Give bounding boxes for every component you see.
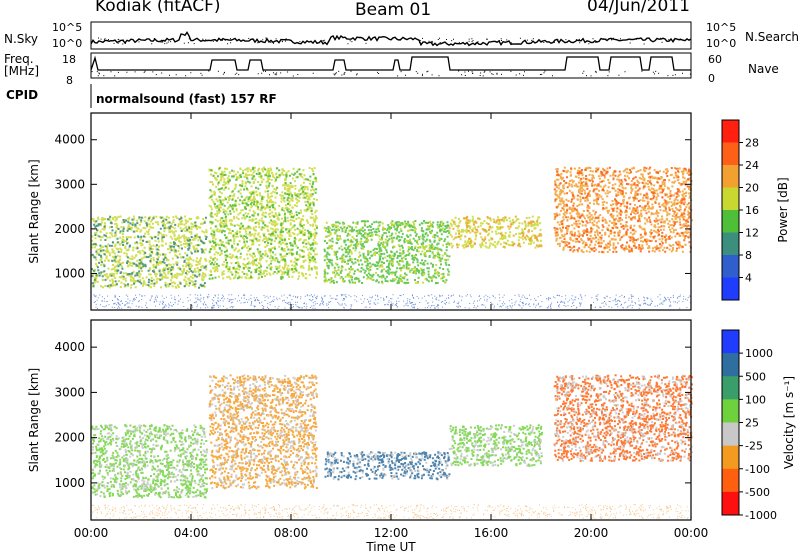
velocity-colorbar-seg-1 bbox=[722, 353, 739, 377]
velocity-ground-band bbox=[91, 504, 692, 519]
station-title: Kodiak (fitACF) bbox=[95, 0, 221, 16]
velocity-ytick-label-1: 2000 bbox=[54, 431, 85, 445]
power-colorbar-seg-5 bbox=[722, 232, 739, 256]
noise-left-tick-bottom: 10^0 bbox=[52, 37, 83, 50]
power-region-1 bbox=[208, 166, 318, 280]
velocity-ytick-label-3: 4000 bbox=[54, 340, 85, 354]
nave-label: Nave bbox=[748, 62, 779, 76]
power-colorbar-label-1: 8 bbox=[745, 249, 752, 262]
xtick-label-1: 04:00 bbox=[174, 526, 209, 540]
xtick-label-2: 08:00 bbox=[274, 526, 309, 540]
velocity-ytick-label-2: 3000 bbox=[54, 385, 85, 399]
freq-right-tick-bottom: 0 bbox=[708, 72, 715, 85]
velocity-colorbar-seg-2 bbox=[722, 376, 739, 400]
noise-right-tick-bottom: 10^0 bbox=[706, 37, 737, 50]
freq-step-line bbox=[90, 55, 691, 71]
freq-unit-label: [MHz] bbox=[4, 64, 40, 78]
nsky-label: N.Sky bbox=[4, 32, 39, 46]
xtick-label-4: 16:00 bbox=[474, 526, 509, 540]
velocity-colorbar-label-4: -25 bbox=[745, 440, 763, 453]
noise-sky-line bbox=[90, 31, 692, 47]
freq-left-tick-bottom: 8 bbox=[66, 74, 73, 87]
freq-right-tick-top: 60 bbox=[708, 53, 722, 66]
xaxis-label: Time UT bbox=[365, 540, 416, 554]
power-colorbar-seg-7 bbox=[722, 277, 739, 301]
power-region-accent-3 bbox=[448, 215, 543, 249]
velocity-region-4 bbox=[553, 374, 693, 462]
xtick-label-0: 00:00 bbox=[74, 526, 109, 540]
xtick-label-5: 20:00 bbox=[574, 526, 609, 540]
freq-label: Freq. bbox=[4, 52, 34, 66]
velocity-region-1 bbox=[208, 374, 318, 490]
velocity-colorbar-title: Velocity [m s⁻¹] bbox=[782, 376, 796, 469]
velocity-colorbar-seg-7 bbox=[722, 491, 739, 516]
velocity-colorbar-seg-6 bbox=[722, 468, 739, 493]
velocity-colorbar-seg-5 bbox=[722, 445, 739, 470]
noise-left-tick-top: 10^5 bbox=[52, 21, 83, 34]
velocity-colorbar-seg-3 bbox=[722, 399, 739, 423]
velocity-region-accent-1 bbox=[208, 374, 318, 490]
nave-points bbox=[91, 70, 691, 77]
power-region-0 bbox=[91, 215, 208, 289]
velocity-colorbar-label-6: -500 bbox=[745, 486, 770, 499]
power-ytick-label-1: 2000 bbox=[54, 222, 85, 236]
power-colorbar-label-2: 12 bbox=[745, 227, 759, 240]
power-region-accent-0 bbox=[91, 215, 208, 289]
date-title: 04/Jun/2011 bbox=[587, 0, 690, 16]
power-ylabel: Slant Range [km] bbox=[27, 159, 41, 263]
cpid-text: normalsound (fast) 157 RF bbox=[96, 92, 277, 106]
freq-left-tick-top: 18 bbox=[62, 53, 76, 66]
noise-panel-frame bbox=[90, 21, 692, 50]
velocity-colorbar-seg-4 bbox=[722, 422, 739, 447]
noise-right-tick-top: 10^5 bbox=[706, 21, 737, 34]
power-colorbar-label-6: 28 bbox=[745, 137, 759, 150]
velocity-frame bbox=[90, 319, 692, 521]
power-colorbar-seg-4 bbox=[722, 210, 739, 233]
power-ytick-label-2: 3000 bbox=[54, 177, 85, 191]
velocity-region-0 bbox=[91, 424, 208, 499]
power-colorbar-label-5: 24 bbox=[745, 159, 759, 172]
xtick-label-6: 00:00 bbox=[674, 526, 709, 540]
power-colorbar-title: Power [dB] bbox=[776, 177, 790, 242]
beam-title: Beam 01 bbox=[355, 0, 432, 20]
power-ytick-label-3: 4000 bbox=[54, 133, 85, 147]
power-colorbar-label-0: 4 bbox=[745, 272, 752, 285]
power-region-accent-4 bbox=[553, 166, 693, 254]
power-region-3 bbox=[448, 215, 543, 249]
velocity-region-2 bbox=[324, 451, 451, 481]
power-colorbar-seg-1 bbox=[722, 142, 739, 166]
power-colorbar-seg-0 bbox=[722, 120, 739, 143]
velocity-region-accent-2 bbox=[326, 451, 450, 480]
velocity-colorbar-label-2: 100 bbox=[745, 393, 766, 406]
velocity-colorbar-label-0: 1000 bbox=[745, 347, 773, 360]
velocity-colorbar-label-1: 500 bbox=[745, 370, 766, 383]
power-region-accent-2 bbox=[323, 220, 450, 285]
nsearch-label: N.Search bbox=[745, 30, 800, 44]
velocity-region-accent-3 bbox=[448, 424, 543, 467]
xtick-label-3: 12:00 bbox=[374, 526, 409, 540]
velocity-colorbar-label-7: -1000 bbox=[745, 509, 777, 522]
power-ytick-label-0: 1000 bbox=[54, 266, 85, 280]
power-ground-band bbox=[93, 294, 691, 309]
power-colorbar-seg-2 bbox=[722, 165, 739, 188]
freq-panel-frame bbox=[90, 52, 692, 79]
power-region-4 bbox=[553, 166, 693, 254]
power-colorbar-seg-6 bbox=[722, 255, 739, 278]
velocity-ylabel: Slant Range [km] bbox=[27, 368, 41, 472]
velocity-ytick-label-0: 1000 bbox=[54, 476, 85, 490]
power-colorbar-label-4: 20 bbox=[745, 182, 759, 195]
power-region-accent-1 bbox=[208, 166, 318, 280]
cpid-label: CPID bbox=[6, 88, 39, 102]
power-region-2 bbox=[323, 220, 451, 285]
velocity-colorbar-label-5: -100 bbox=[745, 463, 770, 476]
noise-search-points bbox=[98, 37, 681, 45]
power-colorbar-label-3: 16 bbox=[745, 204, 759, 217]
power-colorbar-seg-3 bbox=[722, 187, 739, 211]
velocity-region-accent-4 bbox=[553, 374, 693, 462]
velocity-colorbar-label-3: 25 bbox=[745, 417, 759, 430]
velocity-colorbar-seg-0 bbox=[722, 330, 739, 354]
